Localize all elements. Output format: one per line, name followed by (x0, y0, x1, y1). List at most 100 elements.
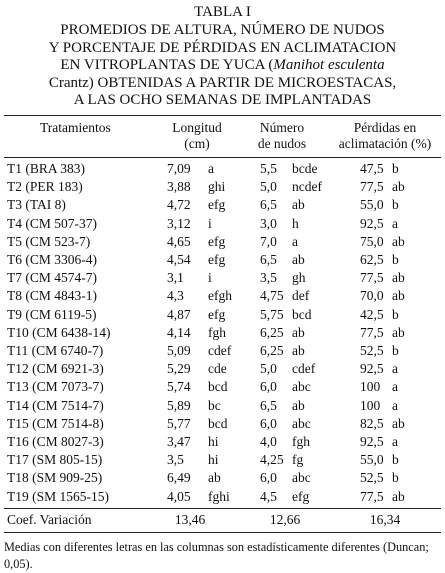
cell-letters: hi (208, 434, 219, 449)
cell-value: 5,89 (167, 397, 191, 413)
cell-value: 4,5 (260, 488, 277, 504)
cell-letters: b (392, 470, 399, 486)
treatment: T10 (CM 6438-14) (7, 324, 111, 340)
cell-letters: bcd (292, 306, 312, 322)
cell-value: 4,0 (260, 434, 277, 449)
cell-letters: i (208, 270, 212, 286)
cell-value: 75,0 (360, 233, 384, 249)
cell-letters: cde (208, 361, 227, 377)
title-line: Y PORCENTAJE DE PÉRDIDAS EN ACLIMATACION (0, 40, 445, 57)
cell-letters: a (392, 379, 398, 395)
cell-letters: ab (392, 488, 405, 504)
cell-value: 5,74 (167, 379, 191, 395)
cv-value: 12,66 (269, 512, 301, 527)
title-text: A LAS OCHO SEMANAS DE IMPLANTADAS (73, 92, 372, 108)
cell-value: 6,5 (260, 197, 277, 213)
title-line: EN VITROPLANTAS DE YUCA (Manihot esculen… (0, 57, 445, 74)
cell-letters: a (208, 161, 214, 176)
cell-letters: efgh (208, 288, 232, 304)
cell-value: 3,0 (260, 215, 277, 231)
treatment: T3 (TAI 8) (7, 197, 66, 213)
treatment: T11 (CM 6740-7) (7, 343, 104, 358)
cell-value: 92,5 (360, 434, 384, 449)
cell-letters: abc (292, 379, 311, 395)
cell-letters: b (392, 252, 399, 267)
cell-letters: efg (208, 197, 226, 213)
title-line: A LAS OCHO SEMANAS DE IMPLANTADAS (0, 92, 445, 109)
column-header: Tratamientos (40, 120, 111, 135)
cell-value: 4,14 (167, 324, 191, 340)
cell-letters: bc (208, 397, 221, 413)
cell-letters: abc (292, 470, 311, 486)
column-header: Número (259, 120, 305, 135)
cell-value: 100 (360, 397, 381, 413)
cell-value: 100 (360, 379, 381, 395)
rule (4, 115, 441, 116)
cell-letters: ab (208, 470, 221, 486)
cell-value: 6,5 (260, 397, 277, 413)
cell-value: 6,0 (260, 415, 277, 431)
cell-letters: cdef (292, 361, 316, 377)
cell-letters: a (392, 361, 398, 377)
cell-value: 7,0 (260, 233, 277, 249)
cell-value: 77,5 (360, 270, 384, 286)
cell-value: 6,25 (260, 324, 284, 340)
treatment: T7 (CM 4574-7) (7, 270, 97, 286)
table-label: TABLA I (194, 4, 251, 20)
cell-value: 4,75 (260, 288, 284, 304)
cell-value: 4,65 (167, 233, 191, 249)
cell-value: 6,49 (167, 470, 191, 486)
cell-value: 6,25 (260, 343, 284, 358)
cell-value: 70,0 (360, 288, 384, 304)
title-text: Crantz) OBTENIDAS A PARTIR DE MICROESTAC… (48, 74, 397, 91)
cell-value: 5,5 (260, 161, 277, 176)
column-header: Longitud (172, 120, 222, 135)
treatment: T6 (CM 3306-4) (7, 252, 97, 267)
cell-value: 92,5 (360, 361, 384, 377)
cell-letters: a (392, 397, 398, 413)
cell-value: 62,5 (360, 252, 384, 267)
cell-letters: bcde (292, 161, 318, 176)
treatment: T18 (SM 909-25) (7, 470, 103, 486)
cell-letters: fg (292, 452, 304, 468)
cell-letters: abc (292, 415, 311, 431)
cv-label: Coef. Variación (7, 512, 92, 527)
column-header: Pérdidas en (353, 120, 417, 135)
cell-value: 4,25 (260, 452, 284, 468)
cell-letters: b (392, 306, 399, 322)
cell-letters: a (392, 434, 398, 449)
cell-letters: bcd (208, 379, 228, 395)
cell-letters: gh (292, 270, 306, 286)
cell-value: 4,54 (167, 252, 191, 267)
treatment: T16 (CM 8027-3) (7, 434, 104, 449)
cell-letters: ab (392, 415, 405, 431)
cell-letters: efg (208, 306, 226, 322)
treatment: T9 (CM 6119-5) (7, 306, 97, 322)
cell-value: 3,47 (167, 434, 191, 449)
cell-letters: fghi (208, 488, 230, 504)
cell-value: 6,0 (260, 470, 277, 486)
treatment: T19 (SM 1565-15) (7, 488, 109, 504)
cv-value: 13,46 (174, 512, 206, 527)
cell-value: 92,5 (360, 215, 384, 231)
treatment: T8 (CM 4843-1) (7, 288, 97, 304)
treatment: T5 (CM 523-7) (7, 233, 91, 249)
title-text: EN VITROPLANTAS DE YUCA ( (60, 57, 274, 73)
cell-letters: cdef (208, 343, 232, 358)
cell-letters: b (392, 197, 399, 213)
cell-letters: efg (292, 488, 310, 504)
cell-letters: ncdef (292, 179, 322, 195)
cell-value: 5,77 (167, 415, 191, 431)
cell-value: 77,5 (360, 179, 384, 195)
cell-value: 4,3 (167, 288, 184, 304)
cell-value: 77,5 (360, 488, 384, 504)
cell-letters: a (392, 215, 398, 231)
cell-letters: h (292, 215, 299, 231)
cell-value: 52,5 (360, 470, 384, 486)
cell-value: 5,75 (260, 306, 284, 322)
cell-value: 5,0 (260, 179, 277, 195)
cv-value: 16,34 (369, 512, 401, 527)
cell-letters: fgh (208, 324, 226, 340)
column-header: de nudos (257, 136, 307, 151)
cell-value: 5,29 (167, 361, 191, 377)
